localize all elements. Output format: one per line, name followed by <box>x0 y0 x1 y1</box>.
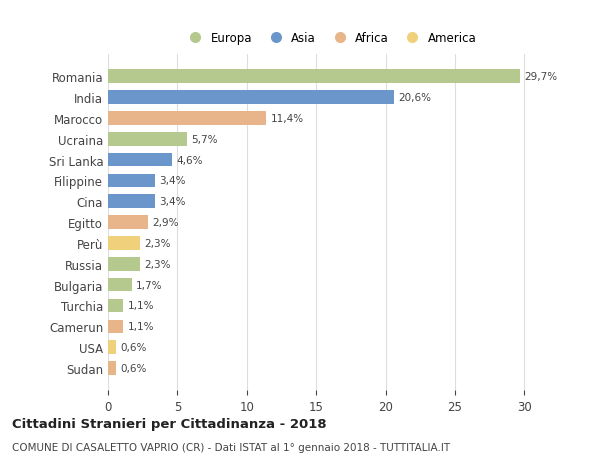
Text: 2,3%: 2,3% <box>144 259 170 269</box>
Text: 2,9%: 2,9% <box>152 218 179 228</box>
Bar <box>108 299 123 313</box>
Bar <box>108 237 140 250</box>
Bar <box>108 133 187 146</box>
Text: 4,6%: 4,6% <box>176 155 202 165</box>
Bar <box>108 257 140 271</box>
Text: 3,4%: 3,4% <box>160 176 186 186</box>
Bar <box>108 112 266 125</box>
Text: Cittadini Stranieri per Cittadinanza - 2018: Cittadini Stranieri per Cittadinanza - 2… <box>12 417 326 430</box>
Bar <box>108 341 116 354</box>
Bar <box>108 91 394 105</box>
Text: 0,6%: 0,6% <box>121 363 147 373</box>
Bar <box>108 195 155 208</box>
Text: 29,7%: 29,7% <box>524 72 557 82</box>
Bar <box>108 70 520 84</box>
Text: 11,4%: 11,4% <box>271 114 304 123</box>
Text: 1,7%: 1,7% <box>136 280 162 290</box>
Text: 5,7%: 5,7% <box>191 134 218 145</box>
Text: 0,6%: 0,6% <box>121 342 147 353</box>
Bar <box>108 320 123 333</box>
Bar <box>108 174 155 188</box>
Bar <box>108 278 131 292</box>
Bar <box>108 361 116 375</box>
Bar <box>108 216 148 230</box>
Text: 2,3%: 2,3% <box>144 238 170 248</box>
Text: COMUNE DI CASALETTO VAPRIO (CR) - Dati ISTAT al 1° gennaio 2018 - TUTTITALIA.IT: COMUNE DI CASALETTO VAPRIO (CR) - Dati I… <box>12 442 450 452</box>
Text: 20,6%: 20,6% <box>398 93 431 103</box>
Legend: Europa, Asia, Africa, America: Europa, Asia, Africa, America <box>179 28 481 50</box>
Text: 1,1%: 1,1% <box>127 322 154 331</box>
Text: 3,4%: 3,4% <box>160 197 186 207</box>
Bar <box>108 153 172 167</box>
Text: 1,1%: 1,1% <box>127 301 154 311</box>
